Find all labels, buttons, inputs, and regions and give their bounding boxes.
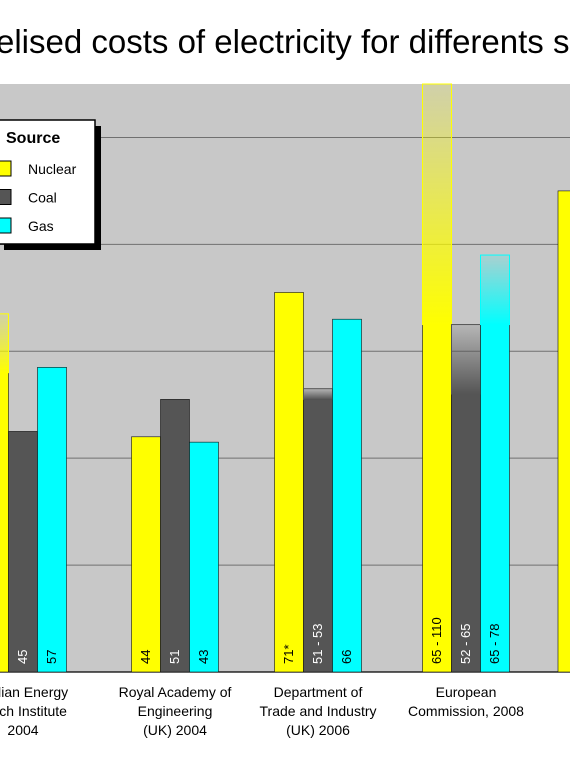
bar-nuclear — [557, 190, 570, 673]
category-labels: nadian Energy earch Institute 2004 Royal Ac… — [0, 684, 524, 738]
category-label: Commission, 2008 — [408, 703, 524, 719]
category-label: earch Institute — [0, 703, 67, 719]
chart-title: elised costs of electricity for differen… — [0, 23, 569, 60]
bars — [0, 83, 570, 673]
legend-title: Source — [6, 130, 60, 147]
bar-value-label: 45 — [15, 650, 30, 664]
category-label: Trade and Industry — [260, 703, 377, 719]
bar-range-nuclear — [0, 313, 9, 374]
bar-value-label: 51 - 53 — [310, 624, 325, 664]
legend-swatch-nuclear — [0, 160, 12, 177]
bar-range-gas — [480, 254, 510, 326]
legend-label-coal: Coal — [28, 190, 57, 206]
category-label: Department of — [274, 684, 363, 700]
bar-value-label: 57 — [44, 650, 59, 664]
legend-swatch-gas — [0, 217, 12, 234]
bar-range-nuclear — [422, 83, 452, 326]
bar-value-labels: 56 - 67 45 57 44 51 43 71* 51 - 53 66 65 - 110 52 … — [0, 617, 502, 664]
bar-nuclear — [274, 292, 304, 673]
bar-range-coal — [451, 324, 481, 395]
bar-gas — [189, 441, 219, 673]
category-label: European — [436, 684, 497, 700]
bar-range-coal — [303, 388, 333, 400]
legend-label-nuclear: Nuclear — [28, 161, 77, 177]
bar-nuclear — [131, 436, 161, 673]
category-label: Engineering — [138, 703, 213, 719]
bar-value-label: 52 - 65 — [458, 624, 473, 664]
bar-value-label: 51 — [167, 650, 182, 664]
bar-coal — [8, 431, 38, 673]
bar-value-label: 65 - 110 — [429, 617, 444, 664]
legend-label-gas: Gas — [28, 218, 54, 234]
bar-gas — [480, 324, 510, 673]
bar-coal — [303, 399, 333, 673]
bar-nuclear — [0, 372, 9, 673]
legend: Source Nuclear Coal Gas — [0, 119, 101, 250]
bar-gas — [37, 367, 67, 673]
legend-box — [0, 119, 96, 245]
bar-value-label: 44 — [138, 650, 153, 664]
category-label: 2004 — [7, 722, 38, 738]
bar-value-label: 65 - 78 — [487, 624, 502, 664]
bar-value-label: 56 - 67 — [0, 624, 1, 664]
category-label: Royal Academy of — [119, 684, 232, 700]
bar-coal — [451, 393, 481, 673]
bar-value-label: 71* — [281, 644, 296, 664]
bar-gas — [332, 318, 362, 673]
bar-value-label: 43 — [196, 650, 211, 664]
legend-swatch-coal — [0, 189, 12, 205]
bar-coal — [160, 399, 190, 673]
bar-value-label: 66 — [339, 650, 354, 664]
category-label: (UK) 2006 — [286, 722, 350, 738]
category-label: nadian Energy — [0, 684, 68, 700]
category-label: (UK) 2004 — [143, 722, 207, 738]
